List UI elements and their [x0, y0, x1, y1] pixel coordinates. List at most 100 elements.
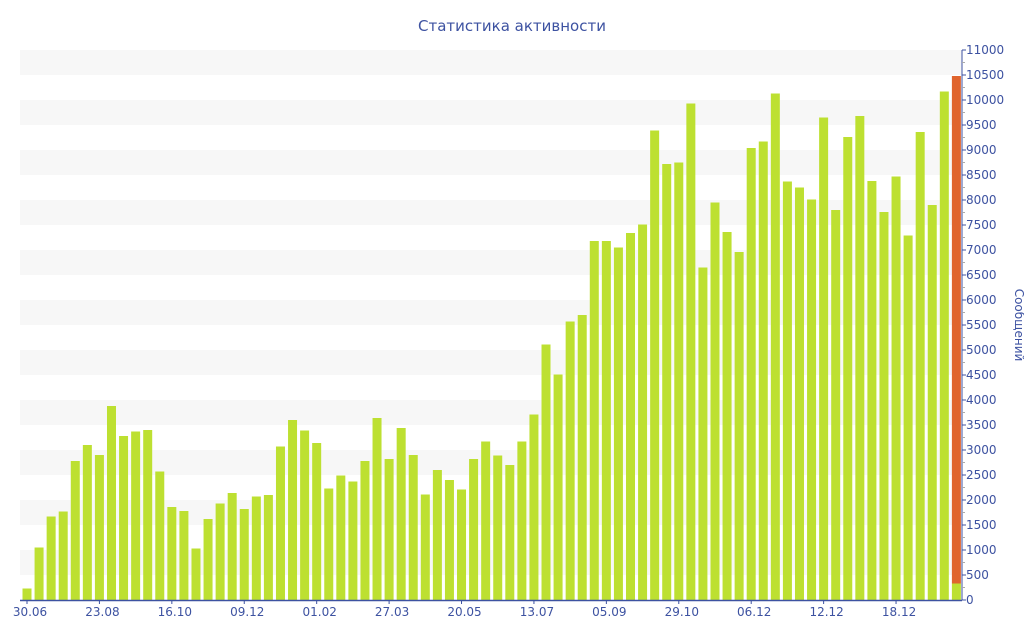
bar-primary: [131, 431, 141, 600]
bar-primary: [312, 443, 322, 600]
bar-primary: [517, 441, 527, 600]
bar-primary: [541, 344, 551, 600]
bar-primary: [106, 406, 116, 600]
y-tick-label: 0: [966, 593, 974, 607]
bar-primary: [891, 176, 901, 600]
bar-primary: [203, 519, 213, 600]
x-axis: 30.06 23.08 16.10 09.12 01.02 27.03 20.05 13.07…: [13, 599, 962, 619]
bar-primary: [348, 481, 358, 600]
y-tick-label: 8000: [966, 193, 997, 207]
x-tick-label: 20.05: [447, 605, 481, 619]
bar-primary: [553, 374, 563, 600]
bar-primary: [710, 202, 720, 600]
y-tick-label: 11000: [966, 43, 1004, 57]
y-tick-label: 3500: [966, 418, 997, 432]
y-tick-label: 5000: [966, 343, 997, 357]
bars: [22, 76, 961, 600]
bar-primary: [674, 162, 684, 600]
bar-primary: [722, 232, 732, 600]
y-tick-label: 4000: [966, 393, 997, 407]
grid-band: [20, 250, 962, 275]
grid-band: [20, 200, 962, 225]
bar-primary: [251, 496, 261, 600]
y-tick-label: 8500: [966, 168, 997, 182]
bar-primary: [613, 247, 623, 600]
bar-primary: [758, 141, 768, 600]
bar-primary: [734, 252, 744, 600]
grid-band: [20, 400, 962, 425]
bar-primary: [155, 471, 165, 600]
bar-primary: [879, 212, 889, 600]
bar-primary: [951, 583, 961, 600]
y-tick-label: 10500: [966, 68, 1004, 82]
y-tick-label: 9500: [966, 118, 997, 132]
y-tick-label: 5500: [966, 318, 997, 332]
bar-primary: [336, 475, 346, 600]
bar-primary: [384, 459, 394, 600]
grid-band: [20, 350, 962, 375]
bar-primary: [831, 210, 841, 600]
bar-primary: [903, 235, 913, 600]
x-tick-label: 27.03: [375, 605, 409, 619]
bar-primary: [275, 446, 285, 600]
bar-primary: [638, 224, 648, 600]
y-tick-label: 6500: [966, 268, 997, 282]
y-tick-label: 2500: [966, 468, 997, 482]
x-tick-label: 05.09: [592, 605, 626, 619]
grid-band: [20, 150, 962, 175]
bar-primary: [372, 418, 382, 600]
x-tick-label: 12.12: [809, 605, 843, 619]
chart-title: Статистика активности: [418, 17, 606, 35]
bar-primary: [82, 445, 92, 600]
bar-primary: [626, 233, 635, 600]
bar-primary: [469, 459, 479, 600]
bar-primary: [360, 461, 370, 600]
bar-primary: [577, 315, 587, 600]
bar-primary: [143, 430, 153, 600]
y-tick-label: 6000: [966, 293, 997, 307]
bar-primary: [34, 547, 44, 600]
x-tick-label: 23.08: [85, 605, 119, 619]
bar-primary: [650, 130, 660, 600]
bar-primary: [770, 93, 780, 600]
x-tick-label: 29.10: [665, 605, 699, 619]
bar-primary: [939, 91, 949, 600]
y-tick-label: 4500: [966, 368, 997, 382]
y-tick-label: 7500: [966, 218, 997, 232]
grid-band: [20, 450, 962, 475]
bar-primary: [324, 488, 334, 600]
bar-primary: [915, 132, 925, 600]
bar-primary: [444, 480, 454, 600]
bar-primary: [420, 494, 430, 600]
bar-primary: [179, 511, 189, 600]
bar-primary: [927, 205, 937, 600]
bar-primary: [300, 430, 310, 600]
bar-primary: [191, 548, 201, 600]
y-tick-label: 500: [966, 568, 989, 582]
grid-band: [20, 50, 962, 75]
bar-primary: [843, 137, 853, 600]
bar-primary: [867, 181, 877, 600]
bar-primary: [807, 199, 817, 600]
bar-primary: [239, 509, 249, 600]
grid-band: [20, 500, 962, 525]
y-tick-label: 1500: [966, 518, 997, 532]
bar-primary: [481, 441, 491, 600]
x-tick-label: 01.02: [303, 605, 337, 619]
bar-primary: [746, 148, 756, 600]
bar-primary: [432, 470, 442, 600]
bar-primary: [263, 495, 273, 600]
bar-primary: [288, 420, 298, 600]
bar-primary: [529, 414, 539, 600]
bar-primary: [819, 117, 829, 600]
y-tick-label: 7000: [966, 243, 997, 257]
y-tick-label: 10000: [966, 93, 1004, 107]
bar-primary: [565, 321, 575, 600]
bar-primary: [119, 436, 129, 600]
bar-primary: [396, 428, 406, 600]
bar-primary: [855, 116, 865, 600]
bar-primary: [94, 455, 104, 600]
bar-primary: [70, 461, 80, 600]
bar-primary: [167, 507, 177, 600]
x-tick-label: 06.12: [737, 605, 771, 619]
